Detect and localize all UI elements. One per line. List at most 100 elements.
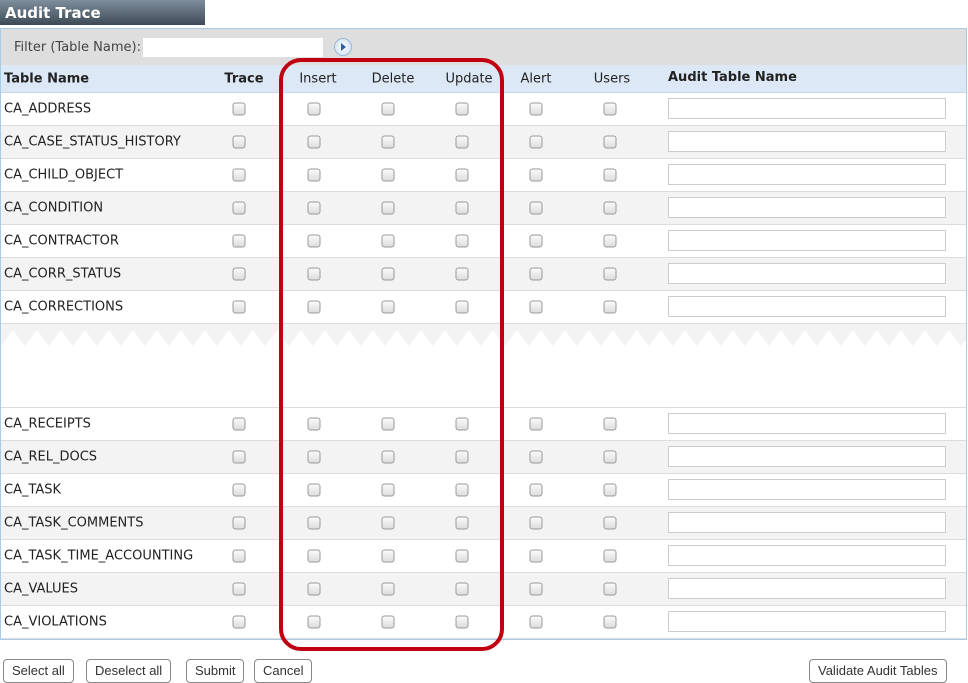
alert-checkbox[interactable] <box>529 168 543 182</box>
insert-checkbox[interactable] <box>307 615 321 629</box>
users-checkbox[interactable] <box>603 267 617 281</box>
delete-checkbox[interactable] <box>381 168 395 182</box>
users-checkbox[interactable] <box>603 201 617 215</box>
trace-checkbox[interactable] <box>232 300 246 314</box>
update-checkbox[interactable] <box>455 267 469 281</box>
alert-checkbox[interactable] <box>529 450 543 464</box>
audit-table-name-input[interactable] <box>668 479 946 500</box>
trace-checkbox[interactable] <box>232 168 246 182</box>
audit-table-name-input[interactable] <box>668 446 946 467</box>
users-checkbox[interactable] <box>603 102 617 116</box>
cancel-button[interactable]: Cancel <box>254 659 313 683</box>
delete-checkbox[interactable] <box>381 582 395 596</box>
insert-checkbox[interactable] <box>307 516 321 530</box>
insert-checkbox[interactable] <box>307 102 321 116</box>
users-checkbox[interactable] <box>603 234 617 248</box>
delete-checkbox[interactable] <box>381 615 395 629</box>
trace-checkbox[interactable] <box>232 267 246 281</box>
update-checkbox[interactable] <box>455 483 469 497</box>
trace-checkbox[interactable] <box>232 201 246 215</box>
insert-checkbox[interactable] <box>307 135 321 149</box>
insert-checkbox[interactable] <box>307 450 321 464</box>
deselect-all-button[interactable]: Deselect all <box>86 659 172 683</box>
audit-table-name-input[interactable] <box>668 164 946 185</box>
audit-table-name-input[interactable] <box>668 512 946 533</box>
update-checkbox[interactable] <box>455 300 469 314</box>
trace-checkbox[interactable] <box>232 483 246 497</box>
delete-checkbox[interactable] <box>381 201 395 215</box>
update-checkbox[interactable] <box>455 234 469 248</box>
alert-checkbox[interactable] <box>529 549 543 563</box>
users-checkbox[interactable] <box>603 135 617 149</box>
filter-input[interactable] <box>142 37 323 57</box>
trace-checkbox[interactable] <box>232 615 246 629</box>
insert-checkbox[interactable] <box>307 201 321 215</box>
update-checkbox[interactable] <box>455 450 469 464</box>
alert-checkbox[interactable] <box>529 615 543 629</box>
users-checkbox[interactable] <box>603 417 617 431</box>
audit-table-name-input[interactable] <box>668 296 946 317</box>
insert-checkbox[interactable] <box>307 267 321 281</box>
audit-table-name-input[interactable] <box>668 230 946 251</box>
users-checkbox[interactable] <box>603 615 617 629</box>
trace-checkbox[interactable] <box>232 450 246 464</box>
trace-checkbox[interactable] <box>232 135 246 149</box>
alert-checkbox[interactable] <box>529 234 543 248</box>
delete-checkbox[interactable] <box>381 300 395 314</box>
users-checkbox[interactable] <box>603 582 617 596</box>
delete-checkbox[interactable] <box>381 234 395 248</box>
trace-checkbox[interactable] <box>232 549 246 563</box>
delete-checkbox[interactable] <box>381 417 395 431</box>
audit-table-name-input[interactable] <box>668 197 946 218</box>
update-checkbox[interactable] <box>455 135 469 149</box>
alert-checkbox[interactable] <box>529 201 543 215</box>
delete-checkbox[interactable] <box>381 102 395 116</box>
alert-checkbox[interactable] <box>529 135 543 149</box>
trace-checkbox[interactable] <box>232 582 246 596</box>
trace-checkbox[interactable] <box>232 234 246 248</box>
update-checkbox[interactable] <box>455 201 469 215</box>
delete-checkbox[interactable] <box>381 516 395 530</box>
audit-table-name-input[interactable] <box>668 131 946 152</box>
insert-checkbox[interactable] <box>307 417 321 431</box>
insert-checkbox[interactable] <box>307 300 321 314</box>
alert-checkbox[interactable] <box>529 267 543 281</box>
insert-checkbox[interactable] <box>307 549 321 563</box>
delete-checkbox[interactable] <box>381 267 395 281</box>
trace-checkbox[interactable] <box>232 417 246 431</box>
users-checkbox[interactable] <box>603 549 617 563</box>
insert-checkbox[interactable] <box>307 483 321 497</box>
alert-checkbox[interactable] <box>529 300 543 314</box>
alert-checkbox[interactable] <box>529 417 543 431</box>
alert-checkbox[interactable] <box>529 483 543 497</box>
audit-table-name-input[interactable] <box>668 578 946 599</box>
users-checkbox[interactable] <box>603 450 617 464</box>
delete-checkbox[interactable] <box>381 549 395 563</box>
delete-checkbox[interactable] <box>381 135 395 149</box>
audit-table-name-input[interactable] <box>668 545 946 566</box>
go-arrow-icon[interactable] <box>333 38 352 56</box>
insert-checkbox[interactable] <box>307 168 321 182</box>
audit-table-name-input[interactable] <box>668 263 946 284</box>
select-all-button[interactable]: Select all <box>3 659 74 683</box>
delete-checkbox[interactable] <box>381 483 395 497</box>
audit-table-name-input[interactable] <box>668 611 946 632</box>
users-checkbox[interactable] <box>603 516 617 530</box>
submit-button[interactable]: Submit <box>186 659 245 683</box>
insert-checkbox[interactable] <box>307 582 321 596</box>
update-checkbox[interactable] <box>455 516 469 530</box>
audit-table-name-input[interactable] <box>668 98 946 119</box>
alert-checkbox[interactable] <box>529 582 543 596</box>
alert-checkbox[interactable] <box>529 516 543 530</box>
trace-checkbox[interactable] <box>232 516 246 530</box>
alert-checkbox[interactable] <box>529 102 543 116</box>
users-checkbox[interactable] <box>603 300 617 314</box>
update-checkbox[interactable] <box>455 615 469 629</box>
update-checkbox[interactable] <box>455 102 469 116</box>
delete-checkbox[interactable] <box>381 450 395 464</box>
users-checkbox[interactable] <box>603 168 617 182</box>
update-checkbox[interactable] <box>455 168 469 182</box>
update-checkbox[interactable] <box>455 417 469 431</box>
trace-checkbox[interactable] <box>232 102 246 116</box>
audit-table-name-input[interactable] <box>668 413 946 434</box>
